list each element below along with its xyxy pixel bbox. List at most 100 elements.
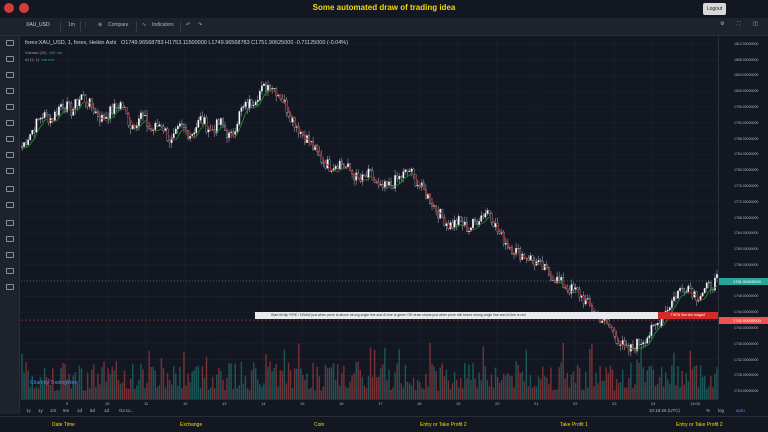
auto-toggle[interactable]: auto (736, 408, 745, 413)
ai-line-segment (134, 126, 138, 130)
percent-toggle[interactable]: % (706, 408, 711, 413)
time-axis[interactable]: 9 10 11 12 13 14 15 16 17 18 19 20 21 22 23 24 13:00 (21, 399, 718, 407)
candle-body (181, 123, 183, 125)
fib-icon[interactable] (6, 152, 14, 158)
volume-bar (560, 362, 562, 399)
range-1d-b[interactable]: 1d (104, 408, 110, 413)
ai-line-segment (702, 298, 705, 300)
volume-bar (392, 387, 394, 399)
range-1d[interactable]: 1d (77, 408, 83, 413)
candle-body (486, 210, 489, 214)
volume-bar (220, 370, 222, 399)
settings-icon[interactable]: ⚙ (720, 21, 725, 27)
trend-line-icon[interactable] (6, 56, 14, 62)
horizontal-line-icon[interactable] (6, 72, 14, 78)
log-toggle[interactable]: log (718, 408, 725, 413)
candle-body (365, 175, 368, 178)
volume-bar (449, 389, 452, 399)
lock-icon[interactable] (6, 236, 14, 242)
trash-icon[interactable] (6, 284, 14, 290)
candle-body (148, 126, 150, 129)
candle-body (213, 129, 216, 133)
candle-body (74, 99, 77, 110)
volume-bar (45, 377, 48, 399)
utc-clock[interactable]: 10:15:26 (UTC) (649, 408, 681, 413)
ai-line-segment (148, 122, 152, 127)
banner-text: Start till flip FIRE ! DRAW just when pr… (271, 313, 526, 317)
volume-bar (498, 382, 501, 399)
candle-body (68, 101, 71, 104)
volume-bar (332, 362, 335, 399)
time-tick-label: 17 (378, 401, 383, 406)
ai-line-segment (452, 227, 455, 230)
volume-bar (209, 387, 212, 399)
volume-bar (255, 367, 257, 399)
undo-icon[interactable]: ↶ (186, 22, 191, 28)
volume-bar (267, 366, 269, 399)
price-chart[interactable] (21, 36, 718, 399)
ai-line-segment (372, 177, 375, 180)
goto-date-button[interactable]: Go to... (119, 408, 134, 413)
volume-bar (511, 376, 513, 399)
volume-bar (47, 378, 50, 399)
candle-body (714, 277, 716, 291)
ruler-icon[interactable] (6, 186, 14, 192)
zoom-icon[interactable] (6, 202, 14, 208)
logout-button[interactable]: Logout (703, 3, 726, 15)
eye-icon[interactable] (6, 252, 14, 258)
indicators-icon[interactable]: ∿ (142, 22, 147, 28)
ai-line-segment (35, 129, 39, 135)
app-logo-icon (4, 3, 14, 13)
volume-bar (542, 366, 544, 399)
indicators-button[interactable]: Indicators (152, 22, 174, 28)
arrow-icon[interactable] (6, 168, 14, 174)
compare-button[interactable]: Compare (108, 22, 129, 28)
candle-body (654, 324, 657, 326)
candle-body (408, 171, 411, 173)
redo-icon[interactable]: ↷ (198, 22, 203, 28)
ai-line-segment (218, 127, 222, 131)
interval-selector[interactable]: 1m (68, 22, 75, 28)
price-tick-label: 1772.00000000 (734, 199, 759, 204)
candle-body (203, 117, 206, 124)
snapshot-icon[interactable]: ◫ (753, 21, 758, 27)
magnet-icon[interactable] (6, 220, 14, 226)
volume-bar (359, 369, 361, 399)
volume-bar (544, 376, 546, 399)
legend-ohlc: O1749.96568783 H1753.11500000 L1749.9656… (121, 40, 349, 46)
fullscreen-icon[interactable]: ⛶ (737, 21, 741, 27)
prediction-icon[interactable] (6, 136, 14, 142)
range-1m[interactable]: 1m (50, 408, 57, 413)
ai-line-segment (380, 185, 384, 188)
range-1y-b[interactable]: 1y (38, 408, 43, 413)
volume-bar (109, 374, 111, 399)
tradingview-watermark[interactable]: Chart by TradingView (30, 380, 78, 386)
range-1y[interactable]: 1y (26, 408, 31, 413)
range-5m[interactable]: 5m (63, 408, 70, 413)
ai-line-segment (345, 167, 349, 170)
candle-body (263, 83, 265, 86)
price-axis[interactable]: 1812.00000000 1808.00000000 1804.00000000 1… (718, 36, 768, 399)
candle-body (246, 102, 249, 109)
volume-bar (421, 387, 423, 399)
ai-line-segment (495, 222, 499, 227)
ai-line-segment (308, 140, 312, 143)
symbol-search[interactable]: XAU_USD (26, 22, 50, 28)
volume-bar (293, 368, 296, 399)
price-tick-label: 1784.00000000 (734, 152, 759, 157)
candle-body (472, 219, 474, 228)
volume-bar (574, 382, 577, 399)
ai-line-segment (483, 221, 486, 224)
chart-canvas[interactable] (21, 36, 718, 399)
brush-icon[interactable] (6, 88, 14, 94)
text-icon[interactable] (6, 104, 14, 110)
compare-icon[interactable]: ⊕ (98, 22, 103, 28)
range-5d[interactable]: 5d (90, 408, 96, 413)
candle-body (482, 215, 485, 218)
pattern-icon[interactable] (6, 120, 14, 126)
candle-type-icon[interactable]: ⫶ (85, 22, 87, 28)
crosshair-icon[interactable] (6, 40, 14, 46)
layers-icon[interactable] (6, 268, 14, 274)
volume-bar (291, 387, 294, 399)
volume-bar (587, 387, 589, 399)
